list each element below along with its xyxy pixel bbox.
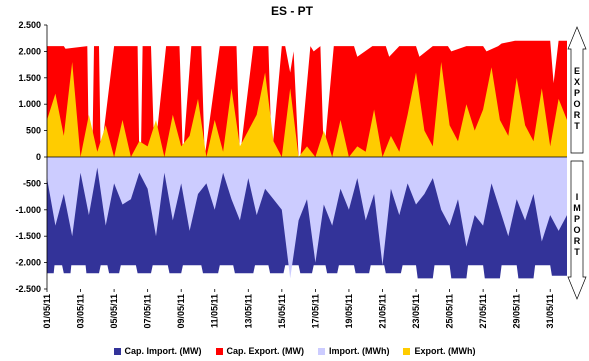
x-tick-label: 19/05/11: [344, 294, 354, 329]
legend-label: Cap. Import. (MW): [124, 346, 202, 356]
y-tick-label: -2.000: [15, 258, 41, 268]
y-tick-label: -1.000: [15, 205, 41, 215]
x-tick-label: 15/05/11: [277, 294, 287, 329]
y-tick-label: 2.000: [18, 46, 41, 56]
legend-label: Cap. Export. (MW): [226, 346, 305, 356]
x-tick-label: 03/05/11: [76, 294, 86, 329]
x-tick-label: 21/05/11: [377, 294, 387, 329]
legend-item: Cap. Export. (MW): [215, 346, 305, 356]
y-tick-label: 1.500: [18, 73, 41, 83]
side-indicator: E X P O R T I M P O R T: [567, 26, 587, 300]
x-tick-label: 11/05/11: [210, 294, 220, 328]
plot-area: [47, 40, 567, 279]
y-tick-label: -2.500: [15, 284, 41, 294]
legend-item: Export. (MWh): [403, 346, 475, 356]
y-tick-label: 2.500: [18, 20, 41, 30]
chart: ES - PT 2.500 2.000 1.500 1.000 500 0 -500 -1.0…: [15, 4, 587, 329]
y-tick-label: -500: [23, 178, 41, 188]
x-tick-label: 09/05/11: [176, 294, 186, 329]
legend-swatch: [403, 347, 411, 355]
export-arrow: [567, 26, 587, 154]
import-area: [47, 157, 567, 279]
x-tick-label: 25/05/11: [445, 294, 455, 329]
x-tick-label: 17/05/11: [310, 294, 320, 329]
x-tick-label: 27/05/11: [478, 294, 488, 329]
legend: Cap. Import. (MW) Cap. Export. (MW) Import…: [0, 341, 589, 361]
x-tick-label: 01/05/11: [42, 294, 52, 329]
x-tick-label: 23/05/11: [411, 294, 421, 329]
x-tick-label: 31/05/11: [545, 294, 555, 329]
y-tick-label: 1.000: [18, 99, 41, 109]
x-tick-label: 07/05/11: [143, 294, 153, 329]
chart-title: ES - PT: [271, 4, 314, 18]
legend-swatch: [215, 347, 223, 355]
legend-label: Export. (MWh): [414, 346, 476, 356]
legend-swatch: [318, 347, 325, 355]
y-axis: 2.500 2.000 1.500 1.000 500 0 -500 -1.000 -1.500…: [15, 20, 48, 294]
legend-item: Cap. Import. (MW): [113, 346, 202, 356]
y-tick-label: -1.500: [15, 231, 41, 241]
import-arrow: [567, 160, 587, 300]
legend-item: Import. (MWh): [318, 346, 389, 356]
x-tick-label: 29/05/11: [512, 294, 522, 329]
x-tick-label: 13/05/11: [243, 294, 253, 329]
x-axis: 01/05/11 03/05/11 05/05/11 07/05/11 09/05/11…: [42, 289, 555, 329]
legend-label: Import. (MWh): [329, 346, 390, 356]
y-tick-label: 0: [36, 152, 41, 162]
export-area: [47, 62, 567, 157]
legend-swatch: [113, 347, 121, 355]
x-tick-label: 05/05/11: [109, 294, 119, 329]
y-tick-label: 500: [26, 126, 41, 136]
